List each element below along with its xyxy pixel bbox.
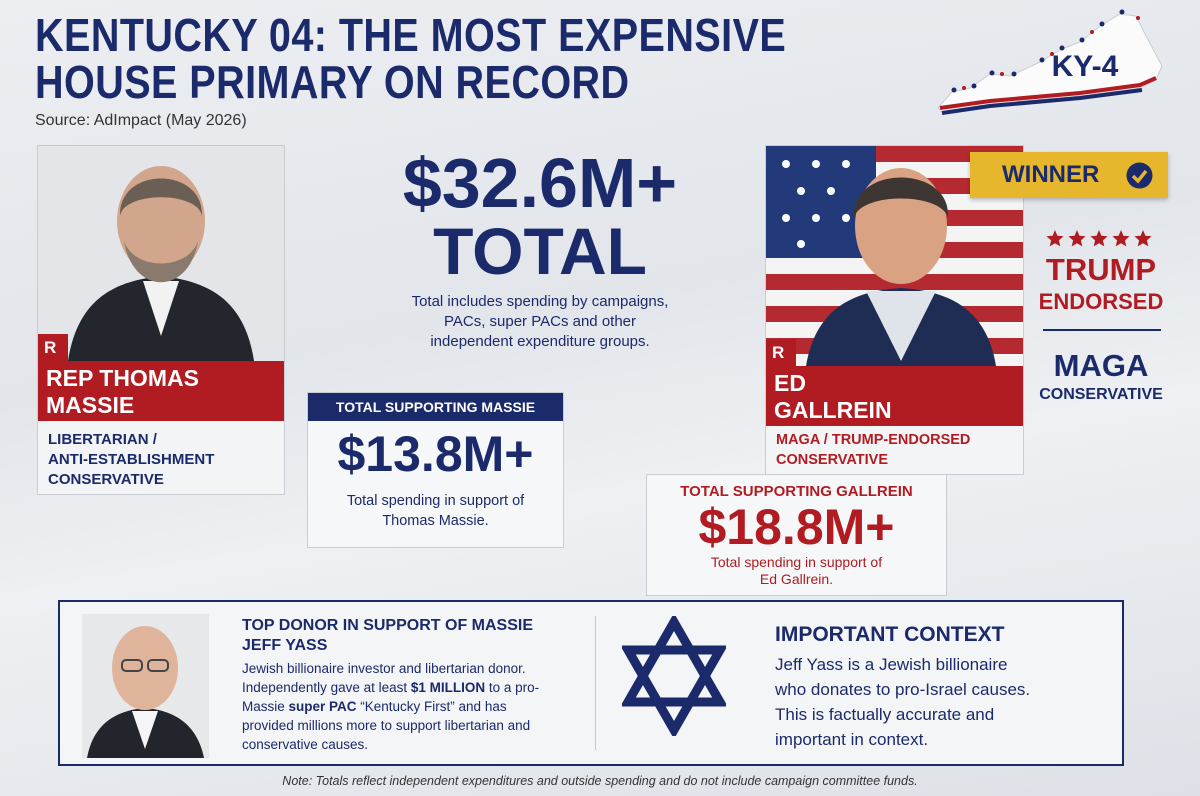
note-line: PACs, super PACs and other — [443, 313, 637, 330]
donor-panel: TOP DONOR IN SUPPORT OF MASSIE JEFF YASS… — [58, 600, 1124, 766]
description-line: ANTI-ESTABLISHMENT — [48, 451, 215, 468]
tag-line: MAGA — [1053, 348, 1149, 383]
candidate-name: REP THOMAS MASSIE — [38, 361, 284, 421]
state-stars — [951, 9, 1125, 93]
support-box: TOTAL SUPPORTING GALLREIN $18.8M+ Total … — [646, 474, 947, 596]
name-line: REP THOMAS — [46, 365, 199, 391]
candidate-card: R ED GALLREIN MAGA / TRUMP-ENDORSED CONS… — [765, 145, 1024, 475]
tag-line: CONSERVATIVE — [1039, 386, 1163, 403]
donor-heading: TOP DONOR IN SUPPORT OF MASSIE — [242, 617, 533, 634]
text-segment: to a pro-Massie — [242, 680, 540, 714]
title: KENTUCKY 04: THE MOST EXPENSIVE HOUSE PR… — [35, 12, 786, 106]
divider — [1043, 329, 1161, 331]
text-segment: Jewish billionaire investor and libertar… — [242, 661, 526, 695]
support-note: Total spending in support of Thomas Mass… — [308, 491, 563, 531]
note-line: independent expenditure groups. — [430, 333, 650, 350]
donor-photo — [82, 614, 209, 758]
support-box: TOTAL SUPPORTING MASSIE $13.8M+ Total sp… — [307, 392, 564, 548]
title-line: KENTUCKY 04: THE MOST EXPENSIVE — [35, 9, 787, 61]
candidate-card: R REP THOMAS MASSIE LIBERTARIAN / ANTI-E… — [37, 145, 285, 495]
state-stripe — [941, 88, 1143, 115]
map-label: KY-4 — [1052, 50, 1119, 83]
context: IMPORTANT CONTEXT Jeff Yass is a Jewish … — [775, 622, 1075, 752]
donor-info: TOP DONOR IN SUPPORT OF MASSIE JEFF YASS… — [242, 616, 562, 754]
ky-map: KY-4 — [937, 9, 1163, 115]
note-line: Total spending in support of — [710, 554, 883, 570]
support-note: Total spending in support of Ed Gallrein… — [647, 554, 946, 588]
state-stripe — [939, 76, 1157, 110]
text-segment: super PAC — [288, 699, 357, 714]
party-tag: R — [38, 334, 68, 361]
check-icon — [1126, 162, 1153, 189]
candidate-photo — [38, 146, 284, 361]
winner-label: WINNER — [1002, 161, 1100, 188]
name-line: ED — [774, 370, 806, 396]
total-label: TOTAL — [433, 214, 647, 288]
winner-badge: WINNER — [970, 152, 1168, 198]
endorsement-line: TRUMP — [1045, 252, 1157, 287]
description-line: CONSERVATIVE — [48, 471, 164, 488]
candidate-name: ED GALLREIN — [766, 366, 1023, 426]
name-line: GALLREIN — [774, 397, 892, 423]
footnote: Note: Totals reflect independent expendi… — [282, 774, 918, 788]
support-amount: $13.8M+ — [337, 426, 534, 482]
title-line: HOUSE PRIMARY ON RECORD — [35, 56, 630, 108]
candidate-description: LIBERTARIAN / ANTI-ESTABLISHMENT CONSERV… — [48, 430, 214, 490]
context-heading: IMPORTANT CONTEXT — [775, 623, 1005, 646]
endorsement: TRUMP ENDORSED — [1030, 252, 1172, 316]
note-line: Ed Gallrein. — [759, 571, 834, 587]
description-line: MAGA / TRUMP-ENDORSED — [776, 432, 971, 448]
party-tag: R — [766, 339, 796, 366]
endorsement-line: ENDORSED — [1038, 289, 1164, 314]
donor-name: JEFF YASS — [242, 637, 328, 654]
description-line: LIBERTARIAN / — [48, 431, 157, 448]
support-amount: $18.8M+ — [698, 499, 895, 555]
total-amount: $32.6M+ — [402, 144, 678, 222]
divider — [595, 616, 596, 750]
note-line: Thomas Massie. — [382, 513, 489, 529]
context-text: Jeff Yass is a Jewish billionaire who do… — [775, 655, 1031, 749]
text-segment: “Kentucky First” and has provided millio… — [242, 699, 531, 752]
support-heading: TOTAL SUPPORTING GALLREIN — [680, 483, 913, 500]
source: Source: AdImpact (May 2026) — [35, 112, 247, 129]
note-line: Total includes spending by campaigns, — [411, 293, 669, 310]
total-note: Total includes spending by campaigns, PA… — [340, 292, 740, 352]
stars — [1046, 230, 1152, 247]
donor-description: Jewish billionaire investor and libertar… — [242, 659, 562, 754]
text-segment: $1 MILLION — [410, 680, 486, 695]
name-line: MASSIE — [46, 392, 135, 418]
note-line: Total spending in support of — [346, 493, 525, 509]
maga-tag: MAGA CONSERVATIVE — [1030, 348, 1172, 406]
candidate-description: MAGA / TRUMP-ENDORSED CONSERVATIVE — [776, 430, 970, 470]
support-heading: TOTAL SUPPORTING MASSIE — [308, 393, 563, 421]
description-line: CONSERVATIVE — [776, 452, 888, 468]
star-of-david — [622, 616, 726, 736]
